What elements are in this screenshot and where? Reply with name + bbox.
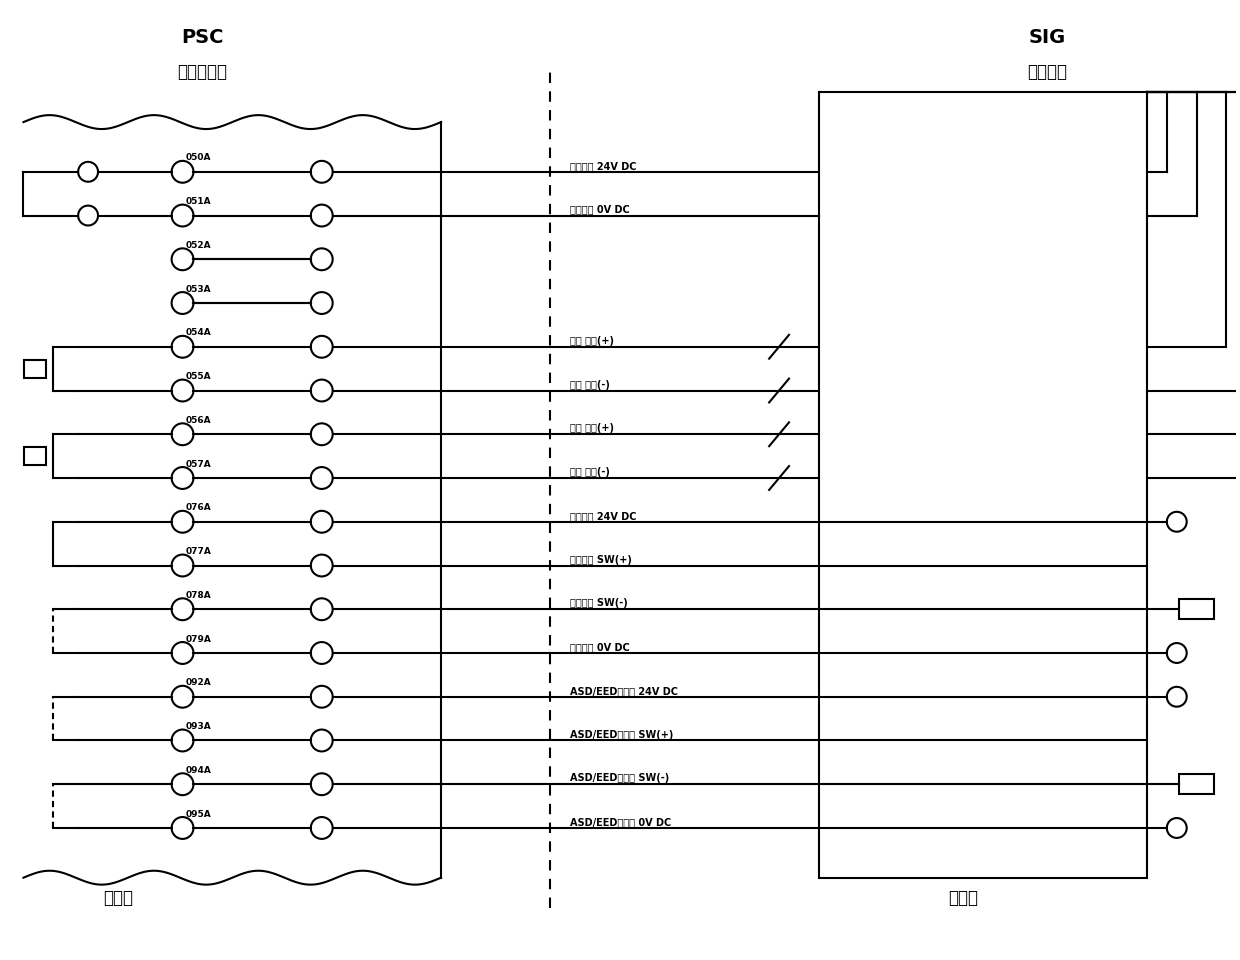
Text: ASD/EED全闭锁 0V DC: ASD/EED全闭锁 0V DC (570, 817, 672, 827)
Text: 078A: 078A (186, 590, 211, 600)
Text: 示意图: 示意图 (103, 889, 133, 906)
Text: 056A: 056A (186, 416, 211, 425)
Text: 关门 线圈(-): 关门 线圈(-) (570, 468, 610, 477)
Text: 052A: 052A (186, 241, 211, 250)
Text: 077A: 077A (186, 547, 211, 556)
Text: 079A: 079A (186, 635, 211, 643)
Text: 053A: 053A (186, 284, 211, 294)
Text: 开门 线圈(-): 开门 线圈(-) (570, 379, 610, 390)
Text: 092A: 092A (186, 679, 211, 687)
Text: 076A: 076A (186, 503, 211, 513)
Text: ASD/EED全闭锁 SW(+): ASD/EED全闭锁 SW(+) (570, 730, 673, 739)
Text: 051A: 051A (186, 197, 211, 206)
Text: 互锁解除 SW(-): 互锁解除 SW(-) (570, 598, 627, 609)
Text: 055A: 055A (186, 372, 211, 381)
Text: 信号系统: 信号系统 (1028, 63, 1068, 82)
Text: PSC: PSC (181, 28, 223, 47)
Text: 057A: 057A (186, 460, 211, 468)
Text: 054A: 054A (186, 328, 211, 337)
Text: 093A: 093A (186, 722, 211, 732)
Bar (1179, 599, 1214, 619)
Text: 关门 线圈(+): 关门 线圈(+) (570, 423, 614, 433)
Text: 095A: 095A (186, 809, 211, 819)
Text: 示意图: 示意图 (949, 889, 978, 906)
Text: 互锁解除 SW(+): 互锁解除 SW(+) (570, 555, 632, 564)
Text: 开门 线圈(+): 开门 线圈(+) (570, 336, 614, 346)
Text: SIG: SIG (1029, 28, 1066, 47)
Text: ASD/EED全闭锁 SW(-): ASD/EED全闭锁 SW(-) (570, 773, 670, 783)
Text: ASD/EED全闭锁 24V DC: ASD/EED全闭锁 24V DC (570, 685, 678, 696)
Bar (25, 447, 46, 465)
Bar (25, 360, 46, 377)
Text: 互锁供路 24V DC: 互锁供路 24V DC (570, 511, 637, 520)
Text: 互锁解除 0V DC: 互锁解除 0V DC (570, 642, 630, 652)
Bar (1179, 775, 1214, 794)
Text: 094A: 094A (186, 766, 211, 775)
Text: 线圈电源 0V DC: 线圈电源 0V DC (570, 204, 630, 215)
Text: 中央接口盘: 中央接口盘 (177, 63, 227, 82)
Text: 线圈电源 24V DC: 线圈电源 24V DC (570, 161, 637, 171)
Text: 050A: 050A (186, 154, 211, 162)
